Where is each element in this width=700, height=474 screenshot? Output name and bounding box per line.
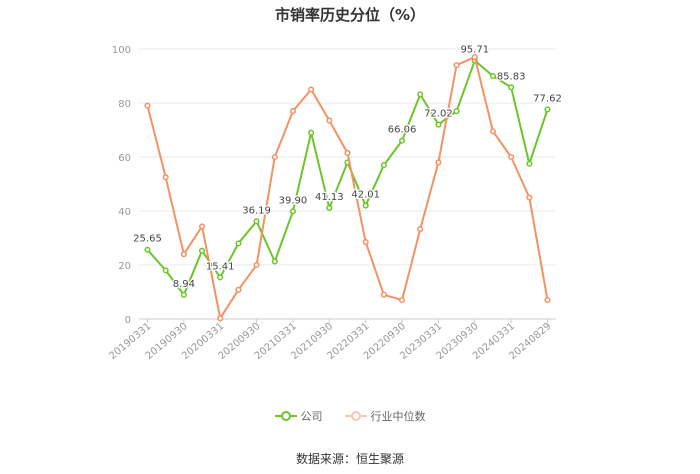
data-point <box>180 291 187 298</box>
data-label: 66.06 <box>388 125 417 136</box>
data-point <box>435 159 442 166</box>
data-point <box>471 54 478 61</box>
data-point <box>198 247 206 254</box>
y-tick-label: 40 <box>118 207 131 218</box>
y-tick-label: 60 <box>118 153 131 164</box>
legend-item-industry-median[interactable]: 行业中位数 <box>344 408 426 424</box>
y-tick-label: 80 <box>118 99 131 110</box>
series-line-company <box>146 59 549 296</box>
data-point <box>289 108 297 115</box>
data-point <box>362 239 369 246</box>
data-point <box>417 91 424 98</box>
data-point <box>308 129 315 136</box>
data-point <box>235 240 242 247</box>
data-label: 25.65 <box>133 234 162 245</box>
legend-item-company[interactable]: 公司 <box>274 408 323 424</box>
data-label: 8.94 <box>173 279 195 290</box>
data-label: 39.90 <box>279 195 308 206</box>
source-note: 数据来源：恒生聚源 <box>295 452 404 466</box>
data-point <box>144 102 151 109</box>
line-chart: 0204060801002019033120190930202003312020… <box>107 43 563 362</box>
legend-swatch-company <box>274 411 297 421</box>
y-tick-label: 0 <box>125 315 131 326</box>
legend-label-industry-median: 行业中位数 <box>370 410 426 423</box>
chart-title: 市销率历史分位（%） <box>274 6 426 24</box>
data-point <box>198 223 206 230</box>
data-point <box>180 251 187 258</box>
data-label: 36.19 <box>242 205 271 216</box>
data-point <box>526 194 533 201</box>
data-label: 41.13 <box>315 192 344 203</box>
data-point <box>398 137 406 144</box>
data-point <box>489 72 497 80</box>
data-point <box>144 246 151 253</box>
data-point <box>380 162 387 169</box>
data-point <box>453 108 460 115</box>
data-point <box>508 84 515 91</box>
legend-label-company: 公司 <box>300 410 323 423</box>
data-point <box>417 226 424 233</box>
data-point <box>508 153 515 161</box>
data-point <box>398 297 406 304</box>
data-point <box>308 86 315 93</box>
data-point <box>271 153 278 161</box>
data-point <box>289 208 297 215</box>
data-point <box>253 218 260 225</box>
data-point <box>235 286 242 293</box>
legend-swatch-industry-median <box>344 411 367 421</box>
legend: 公司 行业中位数 <box>0 408 700 424</box>
data-label: 15.41 <box>206 261 235 272</box>
data-label: 72.02 <box>424 109 453 120</box>
data-point <box>380 291 387 298</box>
data-label: 85.83 <box>497 71 526 82</box>
data-point <box>453 62 460 69</box>
data-point <box>162 267 169 274</box>
data-point <box>217 315 224 322</box>
data-point <box>544 106 551 113</box>
series-line-industry-median <box>146 56 549 320</box>
data-point <box>489 128 497 135</box>
data-point <box>326 117 333 124</box>
data-label: 95.71 <box>460 45 489 56</box>
y-tick-label: 20 <box>118 261 131 272</box>
data-label: 42.01 <box>351 190 380 201</box>
data-point <box>362 202 369 209</box>
data-point <box>344 149 351 156</box>
data-label: 77.62 <box>533 93 562 104</box>
data-point <box>544 297 551 304</box>
data-point <box>162 174 169 181</box>
data-point <box>326 204 333 211</box>
data-point <box>526 160 533 167</box>
data-point <box>435 121 442 128</box>
data-point <box>217 274 224 281</box>
data-point <box>253 261 260 269</box>
y-tick-label: 100 <box>112 45 131 56</box>
data-point <box>271 258 278 265</box>
